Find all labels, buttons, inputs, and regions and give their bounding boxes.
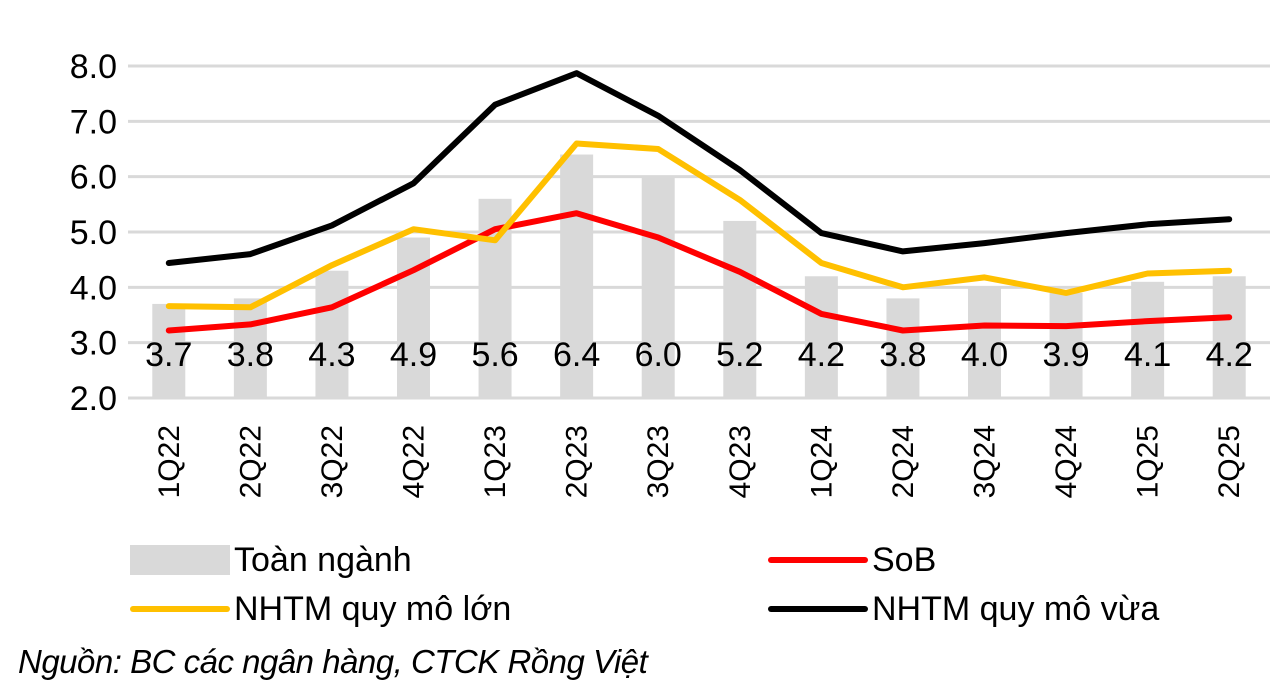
x-tick-label: 1Q24 [805, 425, 838, 498]
y-tick-label: 7.0 [70, 103, 117, 141]
y-tick-label: 8.0 [70, 48, 117, 86]
legend-item-nhtm-vua: NHTM quy mô vừa [768, 592, 1159, 626]
y-tick-label: 5.0 [70, 214, 117, 252]
data-label: 6.0 [635, 336, 682, 374]
line-series-group [165, 70, 1233, 334]
x-tick-label: 1Q22 [153, 425, 186, 498]
data-label: 4.9 [390, 336, 437, 374]
data-label: 4.1 [1124, 336, 1171, 374]
bar [1131, 281, 1165, 398]
bar [1212, 276, 1246, 398]
line-series-nhtm-quy-mô-vừa [165, 70, 1233, 266]
data-label: 3.8 [879, 336, 926, 374]
legend-swatch-bar [130, 545, 230, 575]
x-tick-label: 1Q25 [1132, 425, 1165, 498]
x-tick-label: 2Q25 [1213, 425, 1246, 498]
x-tick-label: 3Q22 [316, 425, 349, 498]
data-labels: 3.7 3.8 4.3 4.9 5.6 6.4 6.0 5.2 4.2 3.8 4.0 3.9 4.1 4… [145, 336, 1253, 374]
legend-swatch-line-red [768, 557, 868, 563]
data-label: 3.9 [1042, 336, 1089, 374]
bar [152, 303, 186, 398]
data-label: 4.2 [798, 336, 845, 374]
line-series-sob [165, 210, 1233, 334]
legend-label: NHTM quy mô lớn [234, 590, 512, 628]
data-label: 4.0 [961, 336, 1008, 374]
bar [560, 154, 594, 398]
data-label: 3.7 [145, 336, 192, 374]
source-note: Nguồn: BC các ngân hàng, CTCK Rồng Việt [18, 643, 648, 680]
x-axis-ticks: 1Q22 2Q22 3Q22 4Q22 1Q23 2Q23 3Q23 4Q23 1Q24 2Q24… [153, 425, 1246, 498]
legend-label: SoB [872, 541, 937, 579]
bar-series-toan-nganh [152, 154, 1246, 398]
line-series-nhtm-quy-mô-lớn [165, 140, 1233, 311]
data-label: 4.3 [308, 336, 355, 374]
bar [233, 298, 267, 398]
legend-label: NHTM quy mô vừa [872, 590, 1160, 628]
x-tick-label: 4Q22 [398, 425, 431, 498]
x-tick-label: 4Q24 [1050, 425, 1083, 498]
x-tick-label: 3Q24 [969, 425, 1002, 498]
x-tick-label: 1Q23 [479, 425, 512, 498]
legend-item-nhtm-lon: NHTM quy mô lớn [130, 592, 511, 626]
bar [1049, 292, 1083, 398]
y-tick-label: 3.0 [70, 325, 117, 363]
bar [886, 298, 920, 398]
y-tick-label: 2.0 [70, 380, 117, 418]
legend-item-sob: SoB [768, 543, 936, 577]
legend-swatch-line-black [768, 606, 868, 612]
bar [641, 176, 675, 398]
data-label: 3.8 [227, 336, 274, 374]
bar [968, 287, 1001, 398]
chart-plot-area: 2.0 3.0 4.0 5.0 6.0 7.0 8.0 3.7 3.8 4.3 4.9 5.6 6.4… [70, 48, 1270, 498]
data-label: 4.2 [1206, 336, 1253, 374]
bar [315, 270, 349, 398]
x-tick-label: 2Q22 [234, 425, 267, 498]
data-label: 5.6 [471, 336, 518, 374]
bar [723, 220, 757, 398]
data-label: 6.4 [553, 336, 600, 374]
y-axis-ticks: 2.0 3.0 4.0 5.0 6.0 7.0 8.0 [70, 48, 117, 418]
bar [804, 276, 838, 398]
y-tick-label: 6.0 [70, 159, 117, 197]
x-tick-label: 2Q23 [561, 425, 594, 498]
y-tick-label: 4.0 [70, 269, 117, 307]
data-label: 5.2 [716, 336, 763, 374]
x-tick-label: 2Q24 [887, 425, 920, 498]
x-tick-label: 3Q23 [642, 425, 675, 498]
legend-label: Toàn ngành [234, 541, 412, 579]
x-tick-label: 4Q23 [724, 425, 757, 498]
legend-item-toan-nganh: Toàn ngành [130, 543, 412, 577]
legend-swatch-line-yellow [130, 606, 230, 612]
